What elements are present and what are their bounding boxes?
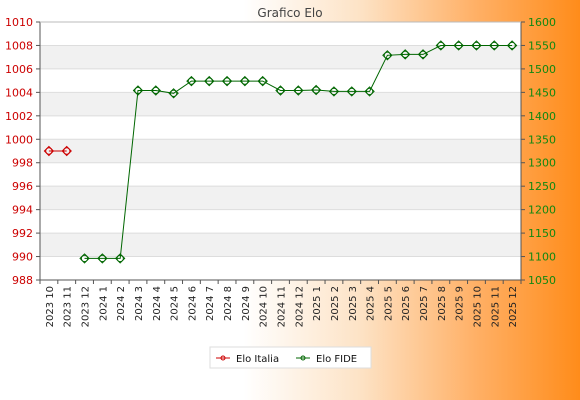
x-tick-label: 2024 9: [241, 286, 252, 321]
series-point-ring: [348, 87, 356, 96]
x-tick-label: 2023 12: [81, 286, 92, 327]
x-tick-label: 2024 10: [259, 286, 270, 327]
x-tick-label: 2024 11: [277, 286, 288, 327]
x-tick-label: 2024 2: [116, 286, 127, 321]
x-tick-label: 2024 4: [152, 286, 163, 321]
x-tick-label: 2025 4: [366, 286, 377, 321]
x-tick-label: 2025 10: [472, 286, 483, 327]
right-tick-label: 1450: [528, 86, 556, 99]
legend-box: [209, 346, 372, 369]
x-tick-label: 2025 3: [348, 286, 359, 321]
series-point-ring: [330, 87, 338, 96]
x-tick-label: 2025 2: [330, 286, 341, 321]
series-point-ring: [45, 147, 53, 155]
axes: [39, 21, 522, 281]
series-point-ring: [98, 254, 107, 263]
left-tick-label: 1006: [5, 63, 33, 76]
right-tick-label: 1250: [528, 180, 556, 193]
grid-band: [40, 233, 521, 257]
grid-band: [40, 92, 521, 116]
legend-marker: [300, 355, 306, 361]
x-tick-label: 2025 5: [383, 286, 394, 321]
left-tick-label: 990: [12, 251, 33, 264]
grid-band: [40, 139, 521, 163]
series-point-ring: [276, 86, 285, 95]
x-tick-label: 2025 7: [419, 286, 430, 321]
series-point-ring: [490, 41, 498, 50]
series-point-ring: [187, 77, 196, 85]
left-tick-label: 1000: [5, 133, 33, 146]
left-tick-label: 996: [12, 180, 33, 193]
x-tick-label: 2024 3: [134, 286, 145, 321]
x-tick-label: 2023 11: [63, 286, 74, 327]
legend-label: Elo FIDE: [316, 354, 357, 365]
series-point-ring: [116, 254, 124, 263]
series-point-ring: [223, 77, 231, 85]
x-tick-label: 2025 9: [455, 286, 466, 321]
right-tick-label: 1400: [528, 110, 556, 123]
x-tick-label: 2024 5: [170, 286, 181, 321]
series-point-ring: [241, 77, 249, 85]
legend: Elo Italia Elo FIDE: [209, 346, 372, 369]
left-tick-label: 1010: [5, 16, 33, 29]
series-point-ring: [454, 41, 463, 50]
series-point-ring: [134, 86, 142, 95]
x-tick-label: 2023 10: [45, 286, 56, 327]
left-axis-ticks: 988 990 992 994 996 998 1000 1002 1004 1006 1008 10…: [5, 16, 40, 287]
series-line: [84, 45, 513, 259]
left-tick-label: 994: [12, 204, 33, 217]
x-tick-label: 2025 11: [490, 286, 501, 327]
right-tick-label: 1050: [528, 274, 556, 287]
right-tick-label: 1300: [528, 157, 556, 170]
right-axis-ticks: 1050 1100 1150 1200 1250 1300 1350 1400 1450 1500…: [521, 16, 556, 287]
series-point-ring: [472, 41, 481, 50]
series-layer: [43, 40, 518, 264]
x-tick-label: 2025 1: [312, 286, 323, 321]
left-tick-label: 998: [12, 157, 33, 170]
right-tick-label: 1150: [528, 227, 556, 240]
series-point-ring: [312, 86, 320, 94]
left-tick-label: 1004: [5, 86, 33, 99]
chart-title: Grafico Elo: [257, 6, 322, 20]
left-tick-label: 992: [12, 227, 33, 240]
series-point-ring: [401, 50, 409, 59]
series-point-ring: [365, 87, 374, 96]
right-tick-label: 1200: [528, 204, 556, 217]
series-point-ring: [508, 41, 516, 50]
right-tick-label: 1100: [528, 251, 556, 264]
right-tick-label: 1600: [528, 16, 556, 29]
x-tick-label: 2024 12: [294, 286, 305, 327]
series-point-ring: [205, 77, 213, 85]
grid-band: [40, 45, 521, 69]
right-tick-label: 1550: [528, 39, 556, 52]
series-point-ring: [419, 50, 427, 59]
series-point-ring: [258, 77, 267, 85]
series-point-ring: [169, 89, 178, 98]
series-point-ring: [63, 147, 71, 155]
series-point-ring: [80, 254, 89, 263]
x-tick-label: 2024 7: [205, 286, 216, 321]
x-tick-label: 2024 6: [187, 286, 198, 321]
right-tick-label: 1350: [528, 133, 556, 146]
plot-bands: [40, 22, 521, 280]
legend-marker: [220, 355, 226, 361]
left-tick-label: 1002: [5, 110, 33, 123]
x-tick-label: 2025 8: [437, 286, 448, 321]
series-point-ring: [152, 86, 160, 95]
grid-band: [40, 186, 521, 210]
right-tick-label: 1500: [528, 63, 556, 76]
left-tick-label: 988: [12, 274, 33, 287]
series-point-ring: [294, 86, 303, 95]
left-tick-label: 1008: [5, 39, 33, 52]
x-tick-label: 2024 8: [223, 286, 234, 321]
x-tick-label: 2025 12: [508, 286, 519, 327]
x-axis-ticks: 2023 10 2023 11 2023 12 2024 1 2024 2 2024 3 2…: [39, 280, 522, 327]
series-point-ring: [383, 51, 392, 60]
series-point-ring: [437, 41, 445, 50]
x-tick-label: 2025 6: [401, 286, 412, 321]
x-tick-label: 2024 1: [98, 286, 109, 321]
legend-label: Elo Italia: [236, 354, 279, 365]
